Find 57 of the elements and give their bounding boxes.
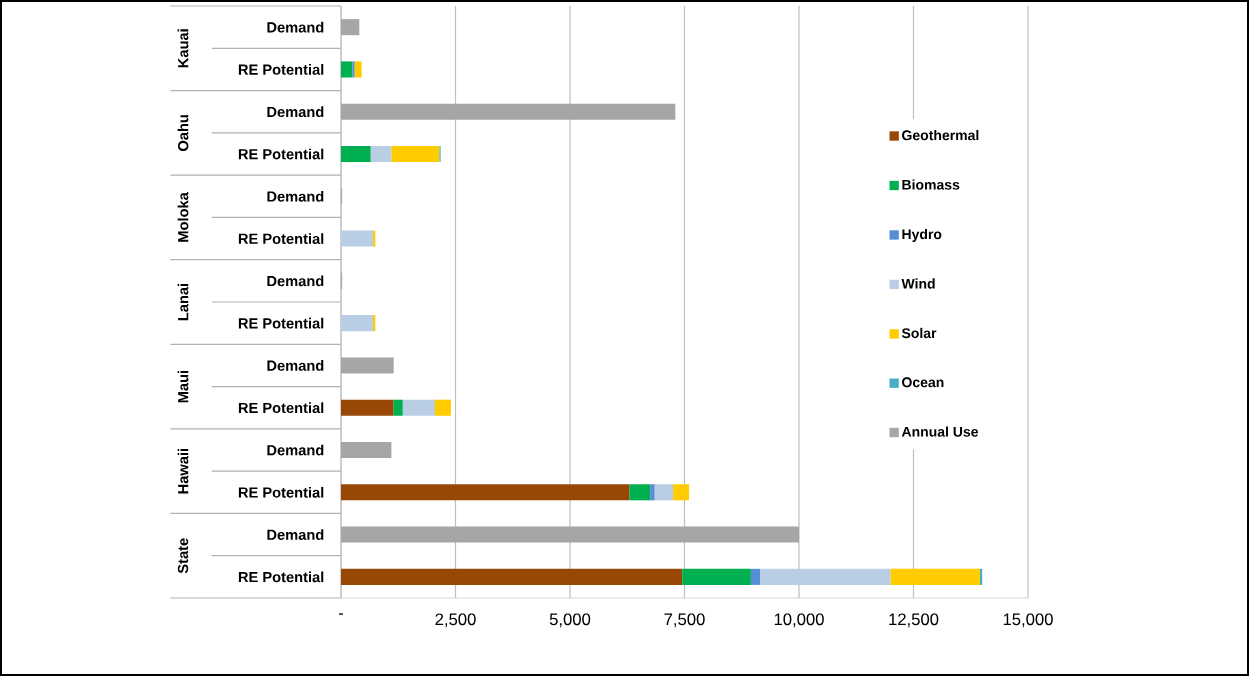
bar <box>352 61 355 78</box>
y-tick-label: Demand <box>267 190 324 202</box>
bar <box>750 568 761 585</box>
legend-label: Ocean <box>902 377 944 388</box>
x-tick-label: 2,500 <box>435 613 476 628</box>
bar <box>391 145 440 163</box>
legend-label: Wind <box>901 278 935 289</box>
x-tick-label: 5,000 <box>549 613 591 628</box>
y-tick-label: Demand <box>267 360 324 371</box>
bar <box>354 61 362 78</box>
bar <box>673 484 690 501</box>
x-tick-label: 7,500 <box>664 613 705 628</box>
legend-label: Geothermal <box>902 129 979 141</box>
bar <box>341 484 630 501</box>
y-tick-label: Demand <box>267 275 324 287</box>
x-tick-label: 12,500 <box>889 613 939 628</box>
bar <box>650 484 655 501</box>
bar <box>341 399 394 416</box>
y-tick-label: RE Potential <box>238 148 324 160</box>
y-tick-label: Demand <box>267 21 324 33</box>
bar <box>341 145 371 163</box>
x-tick-label: 15,000 <box>1003 613 1053 628</box>
bar <box>341 230 374 247</box>
legend-label: Hydro <box>902 228 942 242</box>
y-tick-label: RE Potential <box>238 402 324 414</box>
y-tick-label: Demand <box>267 529 324 540</box>
y-tick-label: RE Potential <box>238 64 324 75</box>
bar <box>629 484 651 501</box>
bar <box>341 315 374 332</box>
text: Hawaii <box>177 448 189 494</box>
legend-label: Biomass <box>902 179 960 190</box>
bar <box>341 568 683 585</box>
text: Maui <box>177 370 189 403</box>
text: Moloka <box>177 192 189 242</box>
y-tick-label: RE Potential <box>238 233 324 244</box>
bar <box>341 61 353 78</box>
bar <box>402 399 435 416</box>
x-tick-label: - <box>338 613 344 615</box>
y-tick-label: Demand <box>267 106 324 118</box>
bar <box>434 399 451 416</box>
y-tick-label: Demand <box>267 444 324 456</box>
y-tick-label: RE Potential <box>238 571 324 583</box>
bar <box>760 568 891 585</box>
bar <box>393 399 403 416</box>
bar <box>682 568 751 585</box>
y-tick-label: RE Potential <box>238 486 324 498</box>
text: Kauai <box>177 29 189 68</box>
bar <box>654 484 674 501</box>
text: Oahu <box>177 115 189 151</box>
text: State <box>177 538 189 574</box>
legend-label: Annual Use <box>901 426 979 437</box>
bar <box>370 145 392 163</box>
y-tick-label: RE Potential <box>238 317 324 329</box>
text: Lanai <box>177 283 189 321</box>
x-tick-label: 10,000 <box>774 613 824 628</box>
legend-label: Solar <box>901 327 937 339</box>
bar <box>890 568 980 585</box>
